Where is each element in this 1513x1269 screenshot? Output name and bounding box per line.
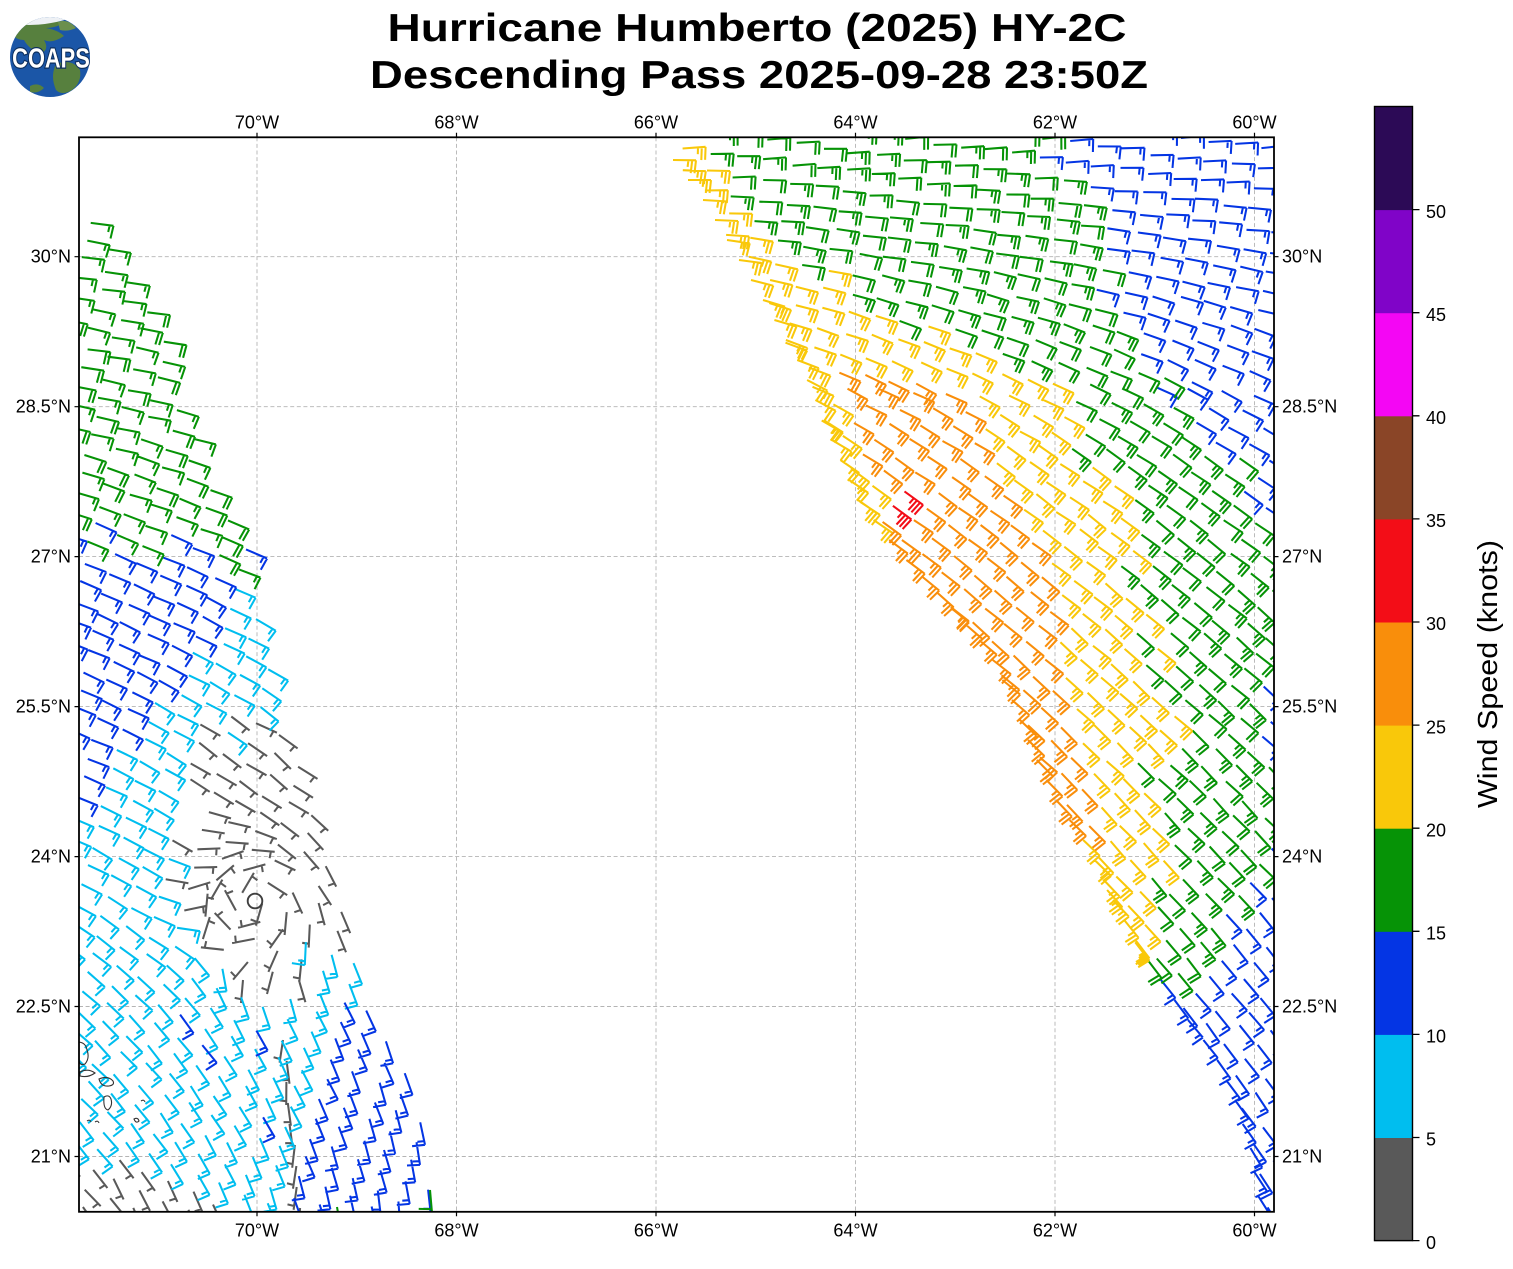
svg-text:45: 45 [1426,305,1446,325]
svg-text:15: 15 [1426,924,1446,944]
svg-text:COAPS: COAPS [12,43,90,74]
svg-text:50: 50 [1426,202,1446,222]
svg-text:62°W: 62°W [1033,113,1077,133]
svg-text:60°W: 60°W [1232,113,1276,133]
svg-text:35: 35 [1426,511,1446,531]
svg-text:27°N: 27°N [1282,547,1322,567]
svg-text:28.5°N: 28.5°N [16,397,71,417]
svg-text:27°N: 27°N [31,547,71,567]
svg-text:66°W: 66°W [634,113,678,133]
svg-text:70°W: 70°W [235,1220,279,1240]
svg-text:64°W: 64°W [833,1220,877,1240]
svg-text:0: 0 [1426,1233,1436,1253]
svg-text:66°W: 66°W [634,1220,678,1240]
svg-text:Descending Pass 2025-09-28 23:: Descending Pass 2025-09-28 23:50Z [370,54,1148,97]
svg-text:22.5°N: 22.5°N [1282,997,1337,1017]
svg-text:Hurricane Humberto (2025) HY-2: Hurricane Humberto (2025) HY-2C [388,7,1127,50]
svg-text:40: 40 [1426,408,1446,428]
svg-text:20: 20 [1426,820,1446,840]
svg-text:60°W: 60°W [1232,1220,1276,1240]
svg-text:30°N: 30°N [31,247,71,267]
svg-text:24°N: 24°N [1282,847,1322,867]
svg-text:30°N: 30°N [1282,247,1322,267]
svg-text:10: 10 [1426,1027,1446,1047]
svg-text:68°W: 68°W [434,113,478,133]
svg-text:25.5°N: 25.5°N [1282,697,1337,717]
svg-text:24°N: 24°N [31,847,71,867]
svg-text:62°W: 62°W [1033,1220,1077,1240]
svg-text:5: 5 [1426,1130,1436,1150]
svg-text:25.5°N: 25.5°N [16,697,71,717]
svg-text:68°W: 68°W [434,1220,478,1240]
svg-text:64°W: 64°W [833,113,877,133]
svg-text:21°N: 21°N [1282,1147,1322,1167]
svg-text:Wind Speed (knots): Wind Speed (knots) [1472,540,1503,808]
svg-text:22.5°N: 22.5°N [16,997,71,1017]
svg-text:25: 25 [1426,717,1446,737]
svg-text:21°N: 21°N [31,1147,71,1167]
svg-text:70°W: 70°W [235,113,279,133]
svg-text:30: 30 [1426,614,1446,634]
svg-text:28.5°N: 28.5°N [1282,397,1337,417]
